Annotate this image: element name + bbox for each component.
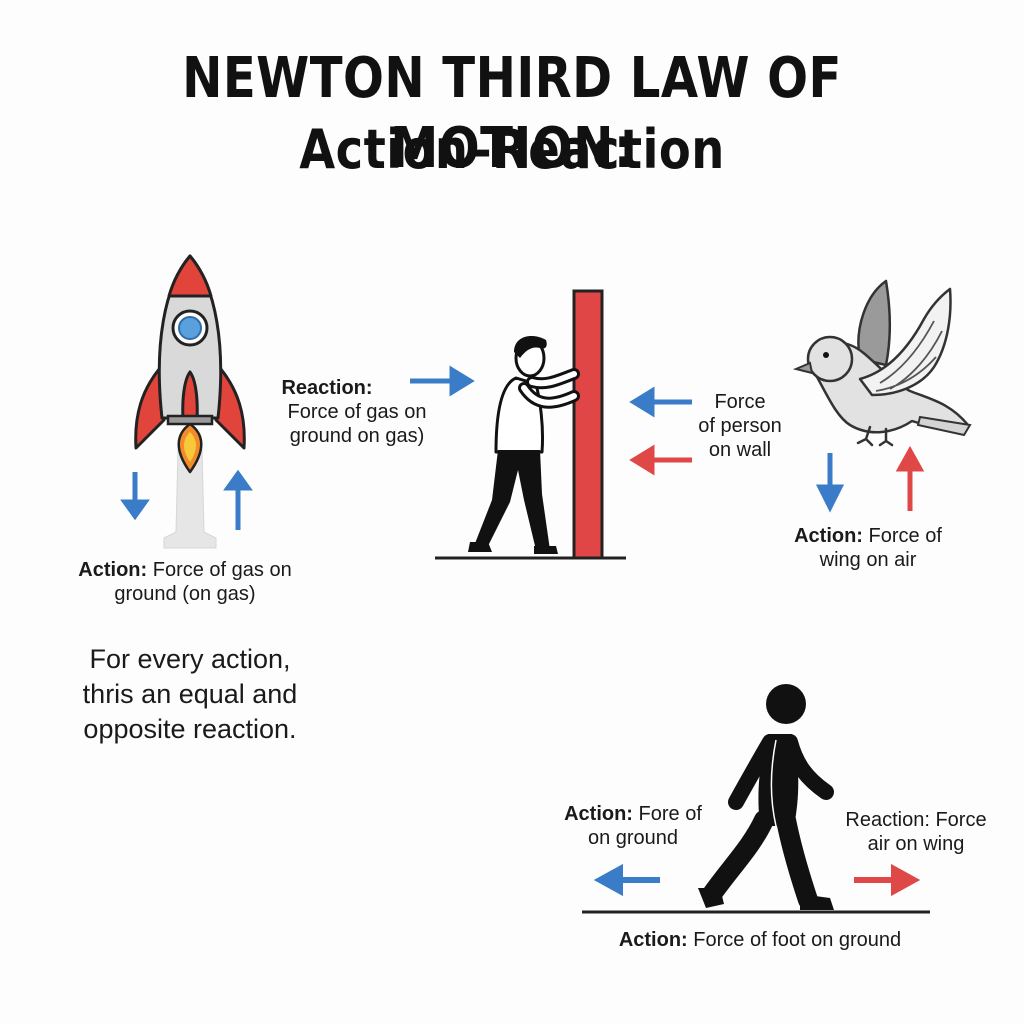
bird-back-wing-icon bbox=[857, 279, 891, 367]
walker-action-label: Action: Fore of on ground bbox=[564, 803, 702, 849]
person-pushing-wall-illustration bbox=[410, 289, 692, 560]
bird-action-label: Action: Force of wing on air bbox=[794, 525, 942, 571]
wall-reaction-arrow-icon bbox=[410, 365, 475, 397]
left-fin-icon bbox=[134, 366, 166, 450]
person-on-wall-red-arrow-icon bbox=[629, 444, 692, 476]
rocket-illustration bbox=[120, 254, 253, 549]
exhaust-plume bbox=[163, 449, 217, 549]
bird-illustration bbox=[792, 279, 972, 513]
walker-reaction-label: Reaction: Force air on wing bbox=[845, 809, 987, 855]
page-title: NEWTON THIRD LAW OF MOTION: bbox=[182, 46, 842, 181]
nose-cone-icon bbox=[167, 254, 213, 298]
law-statement: For every action, thris an equal and opp… bbox=[82, 644, 298, 744]
bird-head-icon bbox=[806, 335, 854, 383]
walking-person-illustration bbox=[582, 684, 930, 914]
bird-beak-icon bbox=[792, 361, 814, 375]
walker-head-icon bbox=[766, 684, 806, 724]
person-on-wall-label: Force of person on wall bbox=[698, 391, 782, 461]
center-fin-icon bbox=[181, 370, 199, 422]
page-subtitle: Action–Reaction bbox=[299, 118, 725, 181]
person-legs bbox=[474, 450, 550, 550]
bird-front-wing-icon bbox=[858, 287, 952, 397]
bird-reaction-arrow-icon bbox=[895, 445, 925, 511]
rocket-action-label: Action: Force of gas on ground (on gas) bbox=[78, 559, 292, 605]
rocket-reaction-arrow-icon bbox=[223, 469, 253, 530]
wall-reaction-label: Reaction: Force of gas on ground on gas) bbox=[281, 377, 427, 447]
bird-action-arrow-icon bbox=[815, 453, 845, 513]
person-on-wall-blue-arrow-icon bbox=[629, 386, 692, 418]
wall-icon bbox=[572, 289, 604, 560]
walker-action-arrow-icon bbox=[593, 863, 660, 897]
walker-reaction-arrow-icon bbox=[854, 863, 921, 897]
foot-on-ground-label: Action: Force of foot on ground bbox=[618, 929, 902, 951]
rocket-action-arrow-icon bbox=[120, 472, 150, 521]
right-fin-icon bbox=[214, 366, 246, 450]
